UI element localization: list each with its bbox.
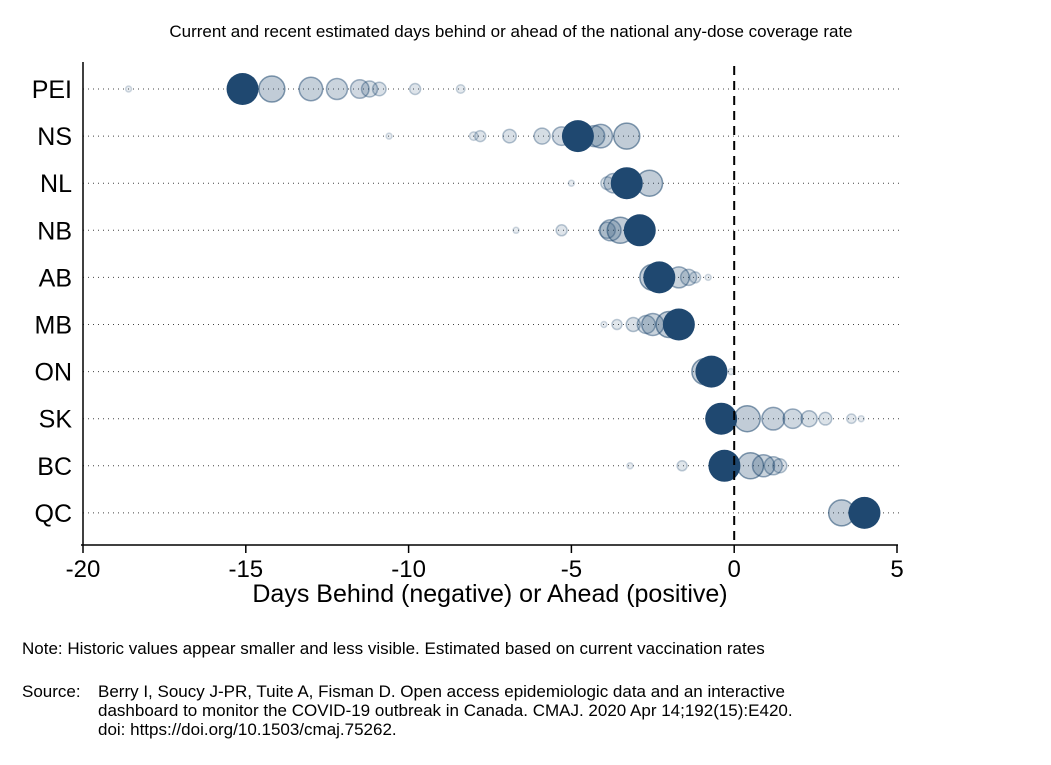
historic-point — [325, 77, 349, 101]
historic-point — [636, 314, 657, 335]
source-line: Berry I, Soucy J-PR, Tuite A, Fisman D. … — [98, 682, 785, 701]
historic-point — [761, 406, 786, 431]
x-axis-label: Days Behind (negative) or Ahead (positiv… — [252, 580, 727, 608]
y-tick-label: SK — [39, 406, 73, 434]
historic-point — [502, 128, 518, 144]
current-point — [610, 167, 643, 200]
historic-point — [600, 320, 608, 329]
historic-point — [124, 85, 133, 93]
historic-point — [473, 129, 487, 143]
historic-point — [625, 316, 642, 333]
historic-point — [772, 458, 788, 474]
historic-point — [845, 413, 857, 425]
y-tick-label: ON — [35, 359, 73, 387]
historic-point — [385, 132, 393, 140]
y-tick-label: NS — [37, 123, 72, 151]
source-label: Source: — [22, 682, 81, 701]
y-tick-label: MB — [35, 312, 73, 340]
historic-point — [613, 122, 641, 150]
historic-point — [468, 131, 479, 142]
current-point — [643, 261, 676, 294]
historic-point — [555, 224, 568, 237]
chart-title: Current and recent estimated days behind… — [169, 22, 852, 41]
source-line: dashboard to monitor the COVID-19 outbre… — [98, 701, 793, 720]
current-point — [226, 73, 259, 105]
y-tick-label: NL — [40, 170, 72, 198]
historic-point — [857, 414, 865, 423]
historic-point — [704, 273, 712, 282]
current-point — [662, 308, 695, 341]
current-point — [623, 214, 656, 247]
historic-point — [727, 367, 735, 376]
footnote: Note: Historic values appear smaller and… — [22, 639, 765, 658]
historic-point — [298, 76, 324, 102]
historic-point — [371, 81, 387, 97]
x-tick-label: 0 — [728, 556, 741, 583]
x-tick-label: -5 — [561, 556, 582, 583]
historic-point — [455, 84, 466, 94]
x-tick-label: -20 — [66, 556, 101, 583]
current-point — [708, 449, 741, 482]
historic-point — [611, 318, 623, 331]
historic-point — [626, 462, 634, 470]
historic-point — [533, 127, 551, 145]
historic-point — [408, 82, 422, 96]
historic-point — [733, 404, 761, 433]
historic-point — [676, 460, 688, 472]
plot-area: PEI NS NL NB AB MB ON SK BC QC -20 -15 -10 -5 0 5 — [32, 62, 904, 583]
current-point — [848, 496, 881, 529]
historic-point — [751, 454, 776, 478]
y-tick-label: BC — [37, 453, 72, 481]
current-point — [561, 120, 594, 153]
historic-point — [360, 80, 379, 98]
historic-point — [598, 221, 616, 240]
historic-point — [567, 179, 576, 187]
x-tick-label: -10 — [391, 556, 426, 583]
historic-point — [818, 411, 833, 426]
historic-point — [512, 226, 520, 235]
y-tick-label: AB — [39, 264, 72, 292]
x-tick-label: 5 — [890, 556, 903, 583]
historic-point — [782, 408, 804, 430]
y-tick-label: QC — [35, 500, 73, 528]
historic-point — [800, 409, 818, 428]
historic-point — [679, 268, 698, 287]
historic-point — [688, 271, 702, 284]
y-tick-label: NB — [37, 217, 72, 245]
historic-point — [349, 79, 370, 99]
historic-point — [599, 219, 622, 242]
historic-point — [258, 75, 286, 103]
x-tick-label: -15 — [228, 556, 263, 583]
current-point — [705, 402, 738, 435]
historic-point — [763, 456, 784, 476]
chart: Current and recent estimated days behind… — [32, 22, 904, 608]
y-tick-label: PEI — [32, 76, 72, 104]
source-line: doi: https://doi.org/10.1503/cmaj.75262. — [98, 720, 397, 739]
current-point — [695, 355, 728, 388]
